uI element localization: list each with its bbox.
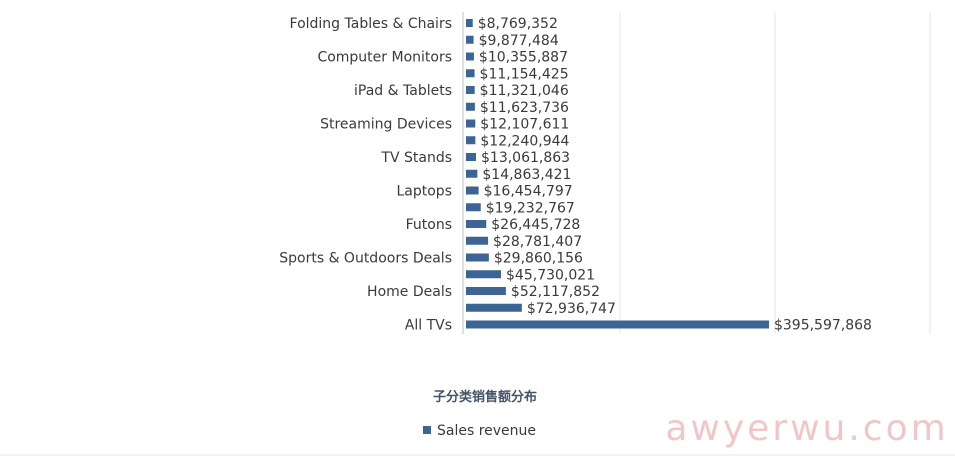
data-label-18: $395,597,868 <box>774 318 872 334</box>
data-label-5: $11,623,736 <box>480 100 569 116</box>
data-label-17: $72,936,747 <box>527 301 616 317</box>
category-label-2: Computer Monitors <box>317 50 452 66</box>
data-label-7: $12,240,944 <box>480 133 569 149</box>
bar-7 <box>466 136 476 145</box>
bar-0 <box>466 19 473 27</box>
bar-4 <box>466 86 475 94</box>
bar-12 <box>466 220 487 228</box>
data-label-13: $28,781,407 <box>493 234 582 250</box>
data-label-11: $19,232,767 <box>486 200 575 216</box>
category-label-6: Streaming Devices <box>320 117 452 133</box>
bar-16 <box>466 287 506 295</box>
data-label-15: $45,730,021 <box>506 267 595 283</box>
category-label-10: Laptops <box>396 184 452 200</box>
category-label-18: All TVs <box>405 318 452 334</box>
bar-18 <box>466 320 769 329</box>
category-label-12: Futons <box>406 217 452 233</box>
category-label-8: TV Stands <box>380 150 452 166</box>
legend-swatch <box>423 426 431 434</box>
bar-11 <box>466 203 481 212</box>
bar-1 <box>466 35 474 44</box>
bars <box>466 19 769 329</box>
bar-13 <box>466 236 489 245</box>
bar-6 <box>466 119 476 128</box>
data-label-10: $16,454,797 <box>484 184 573 200</box>
category-label-4: iPad & Tablets <box>354 83 452 99</box>
data-label-1: $9,877,484 <box>479 33 559 49</box>
category-label-16: Home Deals <box>367 284 452 300</box>
data-label-3: $11,154,425 <box>480 66 569 82</box>
legend: Sales revenue <box>423 423 536 439</box>
data-label-16: $52,117,852 <box>511 284 600 300</box>
category-labels: Folding Tables & Chairs Computer Monitors… <box>279 16 452 334</box>
data-label-8: $13,061,863 <box>481 150 570 166</box>
bar-17 <box>466 303 522 312</box>
data-label-4: $11,321,046 <box>480 83 569 99</box>
bar-3 <box>466 69 475 78</box>
category-label-0: Folding Tables & Chairs <box>290 16 452 32</box>
bar-9 <box>466 169 478 178</box>
x-axis-title: 子分类销售额分布 <box>433 389 537 405</box>
data-label-14: $29,860,156 <box>494 251 583 267</box>
bar-8 <box>466 153 477 161</box>
category-label-14: Sports & Outdoors Deals <box>279 251 452 267</box>
data-labels: $8,769,352$9,877,484$10,355,887$11,154,4… <box>478 16 872 334</box>
bar-10 <box>466 186 479 195</box>
bar-5 <box>466 102 475 111</box>
data-label-12: $26,445,728 <box>491 217 580 233</box>
gridlines <box>619 12 931 334</box>
watermark-text: awyerwu.com <box>665 408 948 449</box>
bar-2 <box>466 52 474 61</box>
data-label-9: $14,863,421 <box>482 167 571 183</box>
bar-14 <box>466 253 489 262</box>
data-label-2: $10,355,887 <box>479 50 568 66</box>
bar-15 <box>466 270 502 279</box>
data-label-6: $12,107,611 <box>480 117 569 133</box>
legend-label: Sales revenue <box>437 423 536 439</box>
data-label-0: $8,769,352 <box>478 16 558 32</box>
